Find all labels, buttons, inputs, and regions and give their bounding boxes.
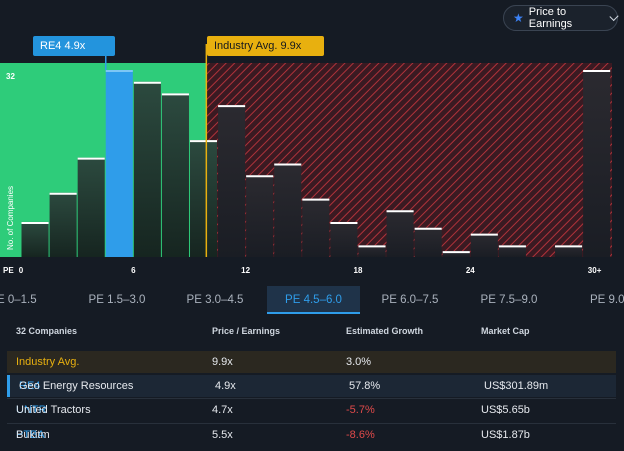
row-pe: 5.5x: [212, 429, 233, 441]
y-max-label: 32: [6, 72, 15, 81]
tab-pe-6.0-7.5[interactable]: PE 6.0–7.5: [381, 294, 439, 306]
header-market-cap[interactable]: Market Cap: [481, 326, 530, 336]
table-header: 32 Companies Price / Earnings Estimated …: [0, 326, 624, 340]
row-growth: -8.6%: [346, 429, 375, 441]
histogram-bar[interactable]: [583, 70, 611, 257]
x-tick-label: 0: [19, 266, 24, 275]
row-company-name[interactable]: Geo Energy Resources: [19, 380, 134, 392]
x-tick-label: 30+: [588, 266, 602, 275]
x-tick-label: 12: [241, 266, 250, 275]
row-ticker[interactable]: PTBA: [16, 429, 45, 441]
row-divider: [7, 398, 616, 399]
industry-avg-row: Industry Avg. 9.9x 3.0%: [7, 351, 616, 373]
histogram-bar[interactable]: [133, 81, 161, 257]
row-growth: 57.8%: [349, 380, 381, 392]
header-growth[interactable]: Estimated Growth: [346, 326, 424, 336]
industry-avg-growth: 3.0%: [346, 356, 372, 368]
row-divider: [7, 423, 616, 424]
histogram-bar[interactable]: [246, 175, 274, 257]
tab-pe-9.0-10.5[interactable]: PE 9.0–10.5: [590, 294, 624, 306]
histogram-bar[interactable]: [442, 251, 470, 257]
row-company-name[interactable]: Bukitm: [16, 429, 50, 441]
histogram-bar[interactable]: [358, 245, 386, 257]
row-ticker[interactable]: RE4: [19, 380, 41, 392]
tab-pe-4.5-6.0[interactable]: PE 4.5–6.0: [267, 286, 360, 314]
row-market-cap: US$301.89m: [484, 380, 549, 392]
histogram-bar[interactable]: [330, 221, 358, 257]
star-icon: ★: [513, 11, 524, 25]
metric-selector-label: Price to Earnings: [528, 6, 573, 30]
histogram-bar[interactable]: [189, 140, 218, 257]
row-growth: -5.7%: [346, 404, 375, 416]
table-row[interactable]: UNTR United Tractors 4.7x -5.7% US$5.65b: [7, 399, 616, 421]
histogram-bar[interactable]: [218, 105, 246, 257]
tab-pe-1.5-3.0[interactable]: PE 1.5–3.0: [88, 294, 146, 306]
pe-distribution-chart: 32 No. of Companies PE 0 6 12 18 24 30+: [0, 44, 612, 275]
chevron-down-icon: [609, 11, 619, 21]
header-companies: 32 Companies: [16, 326, 78, 336]
x-tick-label: 18: [354, 266, 363, 275]
row-ticker[interactable]: UNTR: [16, 404, 47, 416]
histogram-bar[interactable]: [274, 163, 302, 258]
table-row[interactable]: PTBA Bukitm 5.5x -8.6% US$1.87b: [7, 424, 616, 446]
histogram-bar[interactable]: [21, 221, 49, 257]
tab-pe-7.5-9.0[interactable]: PE 7.5–9.0: [480, 294, 538, 306]
row-market-cap: US$5.65b: [481, 404, 530, 416]
histogram-bar[interactable]: [77, 157, 105, 257]
tab-pe-3.0-4.5[interactable]: PE 3.0–4.5: [186, 294, 244, 306]
pe-range-tabs: PE 0–1.5 PE 1.5–3.0 PE 3.0–4.5 PE 4.5–6.…: [0, 286, 624, 314]
industry-avg-name: Industry Avg.: [16, 356, 80, 368]
row-pe: 4.7x: [212, 404, 233, 416]
histogram-bar[interactable]: [498, 245, 526, 257]
histogram-bar[interactable]: [386, 210, 414, 257]
x-tick-label: 6: [131, 266, 136, 275]
histogram-bar[interactable]: [105, 70, 133, 257]
x-tick-label: 24: [466, 266, 475, 275]
histogram-bar[interactable]: [470, 233, 498, 257]
tab-pe-0-1.5[interactable]: PE 0–1.5: [0, 294, 37, 306]
histogram-bar[interactable]: [555, 245, 583, 257]
company-flag: RE4 4.9x: [33, 36, 115, 56]
row-company-name[interactable]: United Tractors: [16, 404, 91, 416]
histogram-bar[interactable]: [49, 192, 77, 257]
row-pe: 4.9x: [215, 380, 236, 392]
histogram-bar[interactable]: [302, 198, 330, 257]
metric-selector-button[interactable]: ★ Price to Earnings: [503, 5, 619, 31]
histogram-bar[interactable]: [414, 227, 442, 257]
x-axis-label: PE: [3, 266, 14, 275]
histogram-bar[interactable]: [161, 93, 189, 257]
industry-avg-pe: 9.9x: [212, 356, 233, 368]
y-axis-label: No. of Companies: [6, 186, 15, 250]
header-pe[interactable]: Price / Earnings: [212, 326, 281, 336]
industry-flag: Industry Avg. 9.9x: [207, 36, 324, 56]
table-row[interactable]: RE4 Geo Energy Resources 4.9x 57.8% US$3…: [7, 375, 616, 397]
row-market-cap: US$1.87b: [481, 429, 530, 441]
